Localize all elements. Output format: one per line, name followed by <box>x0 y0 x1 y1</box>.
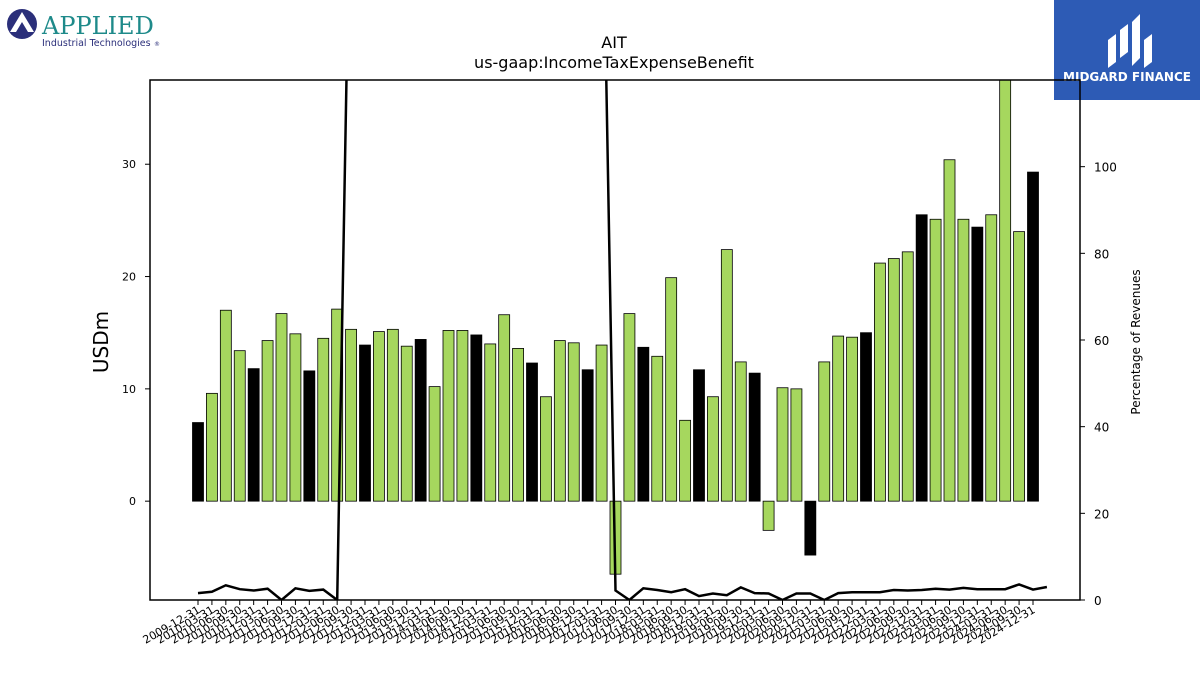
bar-2022-12-31 <box>915 214 928 502</box>
y2-tick-label: 0 <box>1094 594 1102 608</box>
bar-2019-03-31 <box>707 396 719 502</box>
y-tick-label: 10 <box>122 383 136 396</box>
y-axis-left: 0 10 20 30 <box>122 158 150 508</box>
bar-2018-09-30 <box>679 419 691 502</box>
bar-2011-09-30 <box>289 333 302 502</box>
bar-2015-12-31 <box>526 362 538 502</box>
bar-2018-03-31 <box>651 355 664 502</box>
bar-2010-09-30 <box>233 350 246 502</box>
bar-2013-06-30 <box>386 328 399 502</box>
x-axis: 2009-12-312010-03-312010-06-302010-09-30… <box>141 600 1038 647</box>
bar-2024-06-30 <box>999 80 1012 502</box>
bar-2015-03-31 <box>484 343 497 502</box>
chart-subtitle: us-gaap:IncomeTaxExpenseBenefit <box>474 53 754 72</box>
bar-2024-03-31 <box>985 214 998 502</box>
bar-2014-06-30 <box>442 330 455 502</box>
bar-2014-03-31 <box>428 386 441 502</box>
bar-2016-09-30 <box>567 342 580 502</box>
bar-2018-12-31 <box>693 369 705 502</box>
bar-2020-06-30 <box>776 387 789 502</box>
bar-2020-03-31 <box>762 500 775 531</box>
y-tick-label: 20 <box>122 271 136 284</box>
y2-tick-label: 80 <box>1094 247 1109 261</box>
bar-2013-12-31 <box>414 339 427 502</box>
applied-logo-swoosh <box>10 12 34 32</box>
bar-2016-12-31 <box>581 369 594 502</box>
bar-2011-06-30 <box>275 313 288 502</box>
bar-2018-06-30 <box>665 277 678 502</box>
bar-2022-03-31 <box>874 262 886 502</box>
y2-tick-label: 20 <box>1094 507 1109 521</box>
bar-2014-09-30 <box>456 330 469 502</box>
bar-2011-03-31 <box>261 340 274 502</box>
chart-title: AIT <box>601 33 627 52</box>
bar-2015-06-30 <box>498 314 511 502</box>
bar-2012-03-31 <box>317 337 330 502</box>
y-tick-label: 30 <box>122 158 136 171</box>
bar-2022-09-30 <box>901 251 914 502</box>
bar-2010-03-31 <box>206 392 218 502</box>
bar-2024-09-30 <box>1013 231 1025 502</box>
bar-2017-09-30 <box>623 313 636 502</box>
bar-2019-09-30 <box>734 361 747 502</box>
bar-2023-12-31 <box>971 226 984 502</box>
bar-2020-12-31 <box>804 500 817 556</box>
applied-logo-name: APPLIED <box>41 12 154 40</box>
pct-of-revenues-line <box>197 80 1048 600</box>
bar-2023-03-31 <box>929 218 942 502</box>
bar-2019-12-31 <box>748 372 761 502</box>
y2-tick-label: 40 <box>1094 421 1109 435</box>
bar-series <box>192 80 1039 575</box>
bar-2011-12-31 <box>303 370 316 502</box>
bar-2010-06-30 <box>219 309 232 502</box>
bar-2020-09-30 <box>790 388 803 502</box>
bar-2013-09-30 <box>400 345 413 502</box>
y2-tick-label: 60 <box>1094 334 1109 348</box>
bar-2019-06-30 <box>720 249 733 502</box>
applied-logo-sub: Industrial Technologies <box>42 38 151 49</box>
bar-2012-09-30 <box>345 328 357 502</box>
bar-2021-06-30 <box>832 335 845 502</box>
midgard-logo-name: MIDGARD FINANCE <box>1063 70 1191 84</box>
applied-logo-mark-symbol: ® <box>154 41 160 48</box>
bar-2009-12-31 <box>192 422 204 502</box>
bar-2023-09-30 <box>957 218 970 502</box>
y-axis-right: 0 20 40 60 80 100 <box>1080 161 1117 608</box>
applied-logo: APPLIED Industrial Technologies ® <box>7 9 160 49</box>
bar-2014-12-31 <box>470 334 483 502</box>
bar-2021-03-31 <box>818 361 831 502</box>
bar-2016-03-31 <box>540 396 552 502</box>
pct-line-series <box>197 80 1048 600</box>
bar-2016-06-30 <box>553 340 566 502</box>
y-axis-label: USDm <box>89 311 113 373</box>
bar-2012-12-31 <box>359 344 371 502</box>
bar-2010-12-31 <box>247 368 260 502</box>
y2-axis-label: Percentage of Revenues <box>1129 269 1143 414</box>
bar-2015-09-30 <box>512 348 524 502</box>
bar-2017-03-31 <box>595 344 608 502</box>
bar-2013-03-31 <box>373 331 385 502</box>
midgard-logo-mark <box>1108 14 1152 68</box>
bar-2021-12-31 <box>860 332 872 502</box>
y-tick-label: 0 <box>129 495 136 508</box>
y2-tick-label: 100 <box>1094 161 1117 175</box>
midgard-logo: MIDGARD FINANCE <box>1054 0 1200 100</box>
bar-2012-06-30 <box>331 308 344 502</box>
bar-2023-06-30 <box>943 159 956 502</box>
bar-2017-12-31 <box>637 346 650 502</box>
bar-2024-12-31 <box>1027 171 1039 502</box>
bar-2021-09-30 <box>846 336 858 502</box>
bar-2022-06-30 <box>887 258 900 502</box>
